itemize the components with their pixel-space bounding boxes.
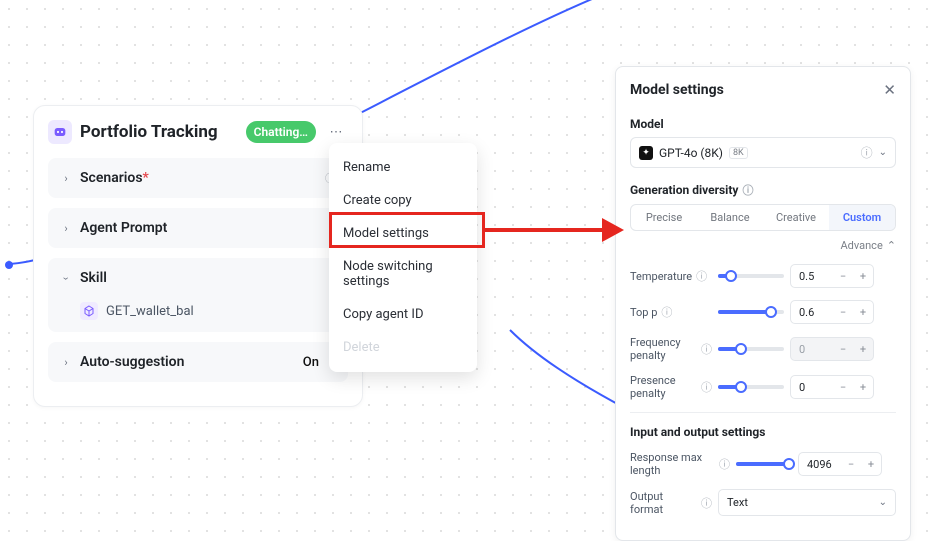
plus-icon[interactable]: +	[853, 376, 873, 398]
seg-creative[interactable]: Creative	[763, 205, 829, 230]
divider	[630, 412, 896, 413]
temperature-stepper[interactable]: 0.5 − +	[790, 264, 874, 288]
info-icon: ⓘ	[719, 456, 730, 472]
topp-slider[interactable]	[718, 310, 784, 314]
info-icon: ⓘ	[701, 495, 712, 511]
chatting-chip: Chatting…	[246, 121, 316, 143]
card-title: Portfolio Tracking	[80, 122, 238, 142]
seg-precise[interactable]: Precise	[631, 205, 697, 230]
diversity-label: Generation diversity	[630, 183, 738, 197]
ctx-node-switching[interactable]: Node switching settings	[329, 250, 477, 298]
minus-icon[interactable]: −	[833, 376, 853, 398]
auto-suggestion-label: Auto-suggestion	[80, 354, 295, 370]
cube-icon	[80, 302, 98, 320]
model-settings-panel: Model settings ✕ Model ✦ GPT-4o (8K) 8K …	[615, 66, 911, 541]
info-icon: ⓘ	[661, 304, 672, 320]
model-field-label: Model	[630, 117, 896, 131]
info-icon: ⓘ	[701, 341, 712, 357]
skill-item[interactable]: GET_wallet_bal	[48, 298, 348, 332]
freqpenalty-stepper: 0 − +	[790, 337, 874, 361]
chevron-down-icon: ›	[60, 272, 73, 284]
respmaxlen-stepper[interactable]: 4096 − +	[798, 452, 882, 476]
auto-suggestion-row[interactable]: › Auto-suggestion On ▾	[48, 342, 348, 382]
chevron-right-icon: ›	[60, 222, 72, 235]
chevron-down-icon: ⌄	[879, 497, 887, 508]
bot-icon	[48, 120, 72, 144]
outputformat-label: Output format	[630, 490, 697, 516]
panel-title: Model settings	[630, 82, 883, 98]
chevron-up-icon: ⌃	[887, 239, 896, 252]
scenarios-label: Scenarios*	[80, 170, 317, 186]
annotation-arrow	[485, 228, 610, 232]
more-button[interactable]: ⋯	[324, 120, 348, 144]
plus-icon[interactable]: +	[861, 453, 881, 475]
ctx-create-copy[interactable]: Create copy	[329, 184, 477, 217]
close-icon[interactable]: ✕	[883, 81, 896, 99]
model-name: GPT-4o (8K)	[659, 146, 723, 160]
scenarios-row[interactable]: › Scenarios* ⓘ	[48, 158, 348, 198]
freqpenalty-label: Frequency penalty	[630, 336, 697, 362]
temperature-label: Temperature	[630, 270, 692, 283]
freqpenalty-slider[interactable]	[718, 347, 784, 351]
prespenalty-label: Presence penalty	[630, 374, 697, 400]
model-select[interactable]: ✦ GPT-4o (8K) 8K ⓘ ⌄	[630, 137, 896, 168]
ctx-rename[interactable]: Rename	[329, 151, 477, 184]
chevron-right-icon: ›	[60, 356, 72, 369]
plus-icon[interactable]: +	[853, 265, 873, 287]
auto-suggestion-value: On	[303, 355, 319, 370]
ctx-delete: Delete	[329, 331, 477, 364]
minus-icon[interactable]: −	[833, 265, 853, 287]
annotation-arrow-head	[602, 218, 624, 242]
plus-icon[interactable]: +	[853, 301, 873, 323]
model-context-tag: 8K	[729, 147, 748, 159]
diversity-segmented: Precise Balance Creative Custom	[630, 204, 896, 231]
skill-item-label: GET_wallet_bal	[106, 304, 194, 319]
chevron-right-icon: ›	[60, 172, 72, 185]
advance-toggle[interactable]: Advance ⌃	[630, 239, 896, 252]
info-icon: ⓘ	[742, 182, 753, 198]
topp-label: Top p	[630, 306, 657, 319]
minus-icon[interactable]: −	[833, 301, 853, 323]
context-menu: Rename Create copy Model settings Node s…	[329, 143, 477, 372]
seg-custom[interactable]: Custom	[829, 205, 895, 230]
respmaxlen-slider[interactable]	[736, 462, 792, 466]
gear-icon: ⓘ	[861, 144, 873, 161]
edge-endpoint-dot	[5, 261, 13, 269]
outputformat-select[interactable]: Text ⌄	[718, 489, 896, 516]
ctx-copy-agent-id[interactable]: Copy agent ID	[329, 298, 477, 331]
minus-icon: −	[833, 338, 853, 360]
temperature-slider[interactable]	[718, 274, 784, 278]
minus-icon[interactable]: −	[841, 453, 861, 475]
ctx-model-settings[interactable]: Model settings	[329, 217, 477, 250]
chevron-down-icon: ⌄	[879, 147, 887, 158]
skill-label: Skill	[80, 270, 336, 286]
agent-prompt-row[interactable]: › Agent Prompt	[48, 208, 348, 248]
prespenalty-stepper[interactable]: 0 − +	[790, 375, 874, 399]
seg-balance[interactable]: Balance	[697, 205, 763, 230]
respmaxlen-label: Response max length	[630, 451, 715, 477]
info-icon: ⓘ	[696, 268, 707, 284]
skill-row[interactable]: › Skill	[48, 258, 348, 298]
topp-stepper[interactable]: 0.6 − +	[790, 300, 874, 324]
plus-icon: +	[853, 338, 873, 360]
prespenalty-slider[interactable]	[718, 385, 784, 389]
io-settings-label: Input and output settings	[630, 425, 896, 439]
agent-prompt-label: Agent Prompt	[80, 220, 336, 236]
model-provider-icon: ✦	[639, 146, 653, 160]
info-icon: ⓘ	[701, 379, 712, 395]
agent-card: Portfolio Tracking Chatting… ⋯ › Scenari…	[33, 105, 363, 407]
